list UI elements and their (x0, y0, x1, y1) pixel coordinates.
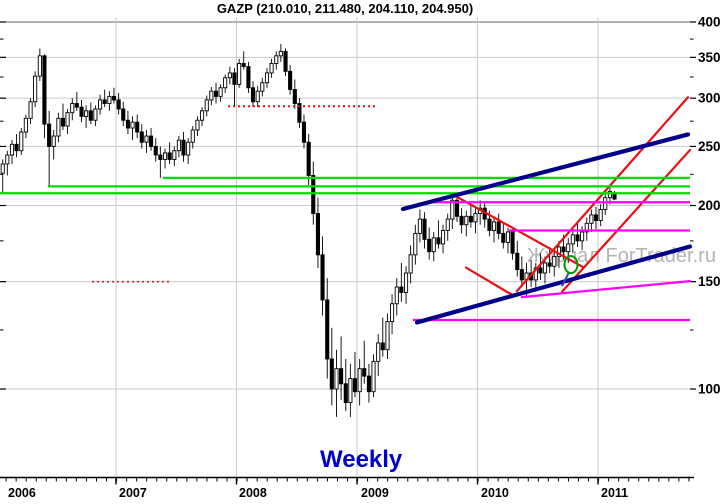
year-axis-labels: 2006 2007 2008 2009 2010 2011 (8, 486, 628, 500)
price-label-200: 200 (698, 198, 720, 213)
price-label-150: 150 (698, 274, 720, 289)
blue-mark (561, 271, 570, 287)
price-label-350: 350 (698, 50, 720, 65)
candlestick-series (0, 44, 617, 417)
magenta-support-lines (413, 201, 692, 322)
year-label-2008: 2008 (239, 486, 267, 500)
chart-title: GAZP (210.010, 211.480, 204.110, 204.950… (216, 1, 474, 16)
horizontal-gridlines (0, 21, 690, 390)
price-label-400: 400 (698, 15, 720, 30)
year-label-2007: 2007 (119, 486, 147, 500)
price-axis-labels: 400 350 300 250 200 150 100 (0, 15, 720, 397)
year-label-2011: 2011 (601, 486, 628, 500)
year-label-2010: 2010 (481, 486, 509, 500)
x-axis (0, 476, 694, 485)
year-label-2009: 2009 (361, 486, 389, 500)
price-label-100: 100 (698, 382, 720, 397)
navy-trend-channel (400, 132, 693, 325)
price-label-300: 300 (698, 91, 720, 106)
green-entry-circle (563, 255, 579, 275)
timeframe-label: Weekly (320, 446, 403, 473)
green-resistance-lines (0, 176, 690, 195)
year-label-2006: 2006 (8, 486, 36, 500)
vertical-gridlines (115, 17, 599, 478)
price-label-250: 250 (698, 139, 720, 154)
red-dotted-level (92, 105, 375, 283)
